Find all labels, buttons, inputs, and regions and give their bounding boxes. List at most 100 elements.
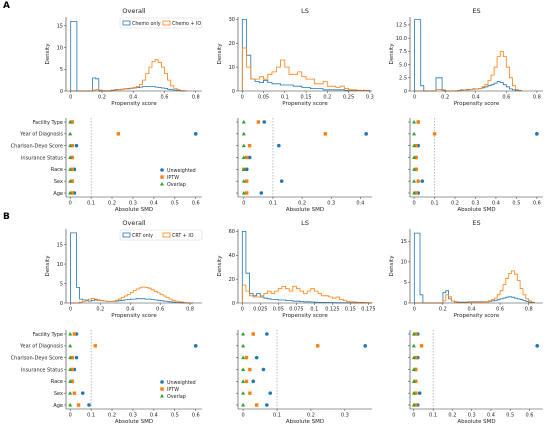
point-iptw-race: [70, 167, 74, 172]
y-tick-label: 30: [229, 17, 235, 23]
y-tick-label: 15: [57, 242, 63, 248]
point-iptw-sex: [414, 391, 418, 395]
y-axis-label: Density: [45, 43, 51, 65]
legend-label: Unweighted: [167, 380, 196, 386]
point-overlap-age: [412, 190, 417, 195]
panel-letter-a: A: [3, 1, 10, 11]
point-overlap-sex: [241, 391, 246, 395]
x-tick-label: 0.6: [526, 413, 534, 419]
legend-label: IPTW: [167, 387, 179, 393]
point-overlap-insurance-status: [411, 367, 416, 371]
x-tick-label: 0.15: [300, 95, 311, 101]
point-iptw-insurance-status: [414, 155, 418, 160]
y-axis-label: Density: [389, 255, 395, 277]
x-axis-label: Propensity score: [111, 313, 157, 319]
x-tick-label: 0.2: [108, 201, 116, 207]
point-unweighted-charlson-deyo-score: [74, 143, 79, 148]
y-tick-label: 10: [57, 45, 63, 51]
point-iptw-charlson-deyo-score: [244, 355, 249, 360]
y-tick-label: 5: [60, 281, 63, 287]
smd-plot-b-es: [408, 330, 543, 411]
histogram-a-overall: [64, 17, 202, 93]
y-tick-label: 5.0: [399, 62, 407, 68]
series-crt-io-line: [70, 286, 194, 304]
legend-marker: [160, 175, 164, 179]
x-tick-label: 0.6: [192, 413, 200, 419]
x-tick-label: 0.8: [533, 95, 541, 101]
covariate-label: Insurance Status: [21, 155, 63, 161]
point-overlap-insurance-status: [241, 155, 246, 159]
x-tick-label: 0.2: [298, 201, 306, 207]
point-iptw-facility-type: [414, 332, 418, 336]
point-overlap-facility-type: [68, 331, 73, 336]
y-tick-label: 5: [60, 67, 63, 73]
point-unweighted-charlson-deyo-score: [254, 355, 259, 360]
histogram-a-es: [408, 17, 543, 93]
legend-label: Overlap: [167, 394, 186, 400]
y-axis-label: Density: [217, 43, 223, 65]
point-unweighted-year-of-diagnosis: [193, 344, 198, 348]
x-tick-label: 0.4: [126, 307, 134, 313]
legend-box: [119, 229, 203, 241]
x-tick-label: 0: [241, 413, 244, 419]
x-tick-label: 0: [69, 201, 72, 207]
x-tick-label: 0.125: [325, 307, 339, 313]
point-iptw-year-of-diagnosis: [116, 132, 121, 136]
x-axis-label: Absolute SMD: [286, 207, 324, 213]
y-tick-label: 10: [229, 65, 235, 71]
point-iptw-sex: [245, 179, 249, 183]
point-iptw-age: [414, 191, 418, 195]
histogram-b-overall: [64, 229, 202, 305]
x-tick-label: 0.2: [439, 307, 447, 313]
x-axis-label: Absolute SMD: [286, 419, 324, 425]
x-tick-label: 0.4: [487, 413, 495, 419]
point-overlap-year-of-diagnosis: [241, 343, 246, 348]
smd-legend: [160, 380, 164, 398]
point-overlap-facility-type: [68, 119, 73, 124]
point-iptw-charlson-deyo-score: [70, 143, 74, 148]
point-iptw-race: [244, 379, 249, 384]
x-tick-label: 0.8: [525, 307, 533, 313]
point-iptw-charlson-deyo-score: [70, 355, 74, 360]
covariate-label: Sex: [54, 179, 63, 185]
legend-marker: [160, 181, 164, 186]
point-unweighted-charlson-deyo-score: [74, 355, 79, 360]
x-tick-label: 0.3: [366, 95, 374, 101]
legend-swatch: [122, 232, 131, 238]
series-chemo-only-line: [70, 21, 187, 92]
point-unweighted-insurance-status: [261, 367, 266, 372]
x-tick-label: 0.1: [431, 201, 439, 207]
point-iptw-sex: [70, 179, 74, 183]
legend-label: Unweighted: [167, 168, 196, 174]
x-tick-label: 0.5: [512, 201, 520, 207]
point-overlap-charlson-deyo-score: [411, 355, 416, 360]
point-iptw-insurance-status: [70, 155, 74, 160]
point-overlap-race: [412, 167, 417, 171]
y-tick-label: 0: [60, 89, 63, 95]
x-tick-label: 0.4: [472, 95, 480, 101]
x-tick-label: 0.1: [87, 413, 95, 419]
x-tick-label: 0.3: [129, 413, 137, 419]
covariate-label: Race: [51, 379, 63, 385]
point-iptw-insurance-status: [414, 367, 418, 372]
point-overlap-sex: [241, 179, 246, 183]
point-overlap-sex: [68, 179, 73, 183]
point-overlap-year-of-diagnosis: [411, 343, 416, 348]
legend-label: IPTW: [167, 175, 179, 181]
x-tick-label: 0.6: [156, 307, 164, 313]
column-title: LS: [301, 219, 309, 227]
y-tick-label: 12.5: [396, 23, 407, 29]
x-tick-label: 0.6: [192, 201, 200, 207]
legend-label: Chemo only: [132, 21, 161, 27]
x-tick-label: 0.6: [161, 95, 169, 101]
point-overlap-sex: [68, 391, 73, 395]
x-tick-label: 0.3: [472, 201, 480, 207]
x-axis-label: Absolute SMD: [115, 207, 153, 213]
point-overlap-year-of-diagnosis: [412, 131, 417, 136]
point-iptw-charlson-deyo-score: [247, 143, 252, 148]
point-overlap-charlson-deyo-score: [241, 143, 246, 148]
point-iptw-year-of-diagnosis: [323, 132, 328, 136]
smd-legend: [160, 168, 164, 186]
point-overlap-age: [411, 402, 416, 407]
